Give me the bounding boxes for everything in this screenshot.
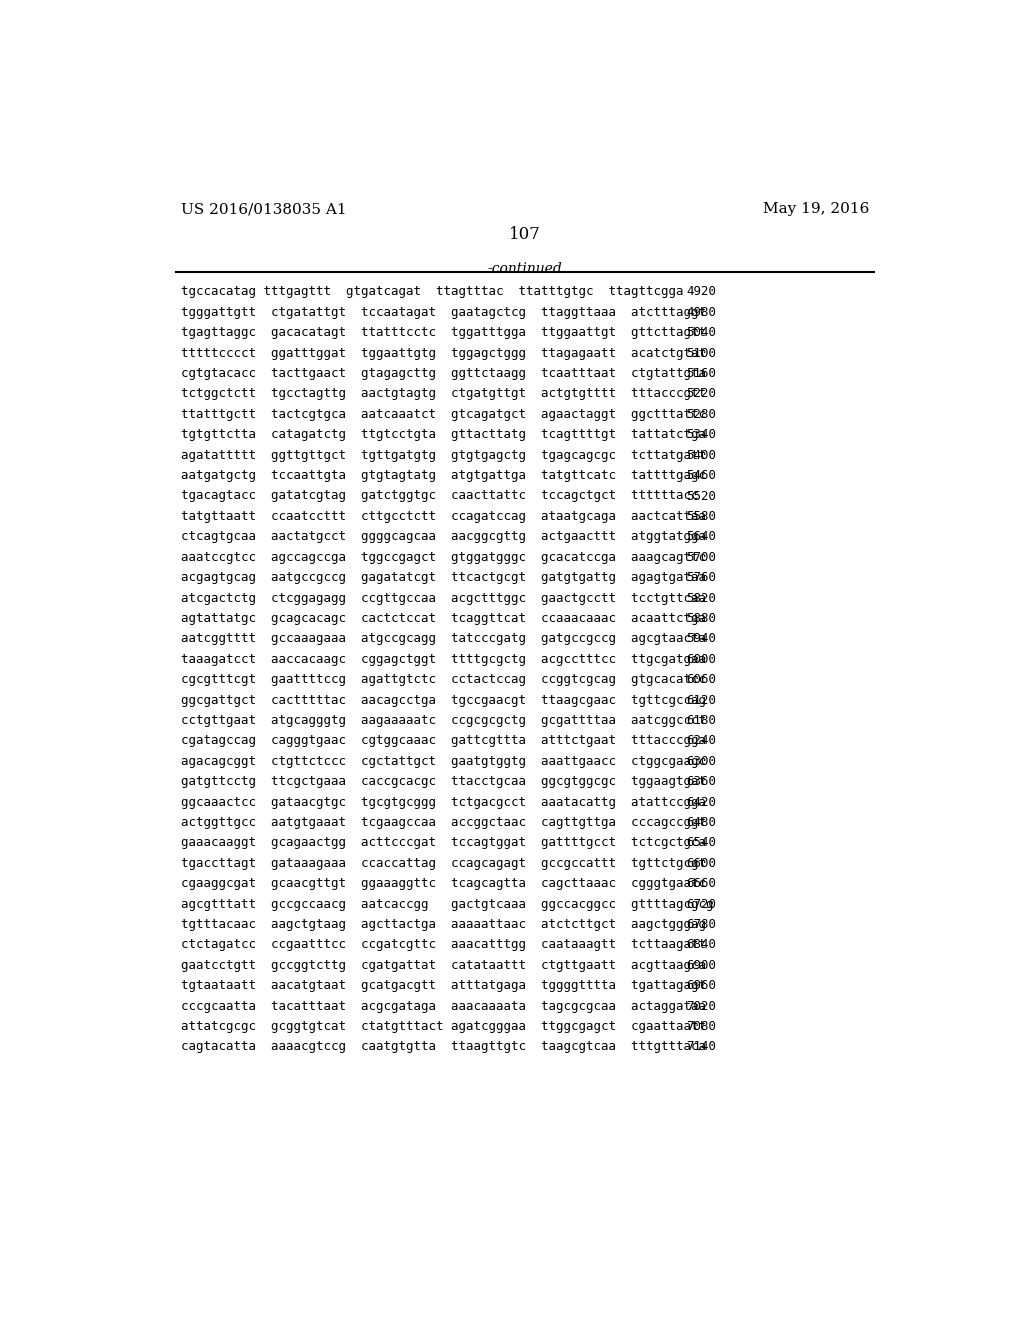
Text: 6720: 6720	[686, 898, 716, 911]
Text: ggcaaactcc  gataacgtgc  tgcgtgcggg  tctgacgcct  aaatacattg  atattccgga: ggcaaactcc gataacgtgc tgcgtgcggg tctgacg…	[180, 796, 706, 809]
Text: ggcgattgct  cactttttac  aacagcctga  tgccgaacgt  ttaagcgaac  tgttcgccag: ggcgattgct cactttttac aacagcctga tgccgaa…	[180, 693, 706, 706]
Text: gaatcctgtt  gccggtcttg  cgatgattat  catataattt  ctgttgaatt  acgttaagca: gaatcctgtt gccggtcttg cgatgattat catataa…	[180, 958, 706, 972]
Text: 6540: 6540	[686, 837, 716, 849]
Text: 6360: 6360	[686, 775, 716, 788]
Text: ttatttgctt  tactcgtgca  aatcaaatct  gtcagatgct  agaactaggt  ggctttattc: ttatttgctt tactcgtgca aatcaaatct gtcagat…	[180, 408, 706, 421]
Text: tctggctctt  tgcctagttg  aactgtagtg  ctgatgttgt  actgtgtttt  tttacccgtt: tctggctctt tgcctagttg aactgtagtg ctgatgt…	[180, 388, 706, 400]
Text: gaaacaaggt  gcagaactgg  acttcccgat  tccagtggat  gattttgcct  tctcgctgca: gaaacaaggt gcagaactgg acttcccgat tccagtg…	[180, 837, 706, 849]
Text: 107: 107	[509, 226, 541, 243]
Text: 5040: 5040	[686, 326, 716, 339]
Text: May 19, 2016: May 19, 2016	[763, 202, 869, 216]
Text: ctctagatcc  ccgaatttcc  ccgatcgttc  aaacatttgg  caataaagtt  tcttaagatt: ctctagatcc ccgaatttcc ccgatcgttc aaacatt…	[180, 939, 706, 952]
Text: 6900: 6900	[686, 958, 716, 972]
Text: tttttcccct  ggatttggat  tggaattgtg  tggagctggg  ttagagaatt  acatctgtat: tttttcccct ggatttggat tggaattgtg tggagct…	[180, 347, 706, 359]
Text: tgacagtacc  gatatcgtag  gatctggtgc  caacttattc  tccagctgct  ttttttacc: tgacagtacc gatatcgtag gatctggtgc caactta…	[180, 490, 698, 503]
Text: ctcagtgcaa  aactatgcct  ggggcagcaa  aacggcgttg  actgaacttt  atggtatgga: ctcagtgcaa aactatgcct ggggcagcaa aacggcg…	[180, 531, 706, 544]
Text: attatcgcgc  gcggtgtcat  ctatgtttact agatcgggaa  ttggcgagct  cgaattaatt: attatcgcgc gcggtgtcat ctatgtttact agatcg…	[180, 1020, 706, 1034]
Text: agacagcggt  ctgttctccc  cgctattgct  gaatgtggtg  aaattgaacc  ctggcgaagc: agacagcggt ctgttctccc cgctattgct gaatgtg…	[180, 755, 706, 768]
Text: cccgcaatta  tacatttaat  acgcgataga  aaacaaaata  tagcgcgcaa  actaggataa: cccgcaatta tacatttaat acgcgataga aaacaaa…	[180, 999, 706, 1012]
Text: gatgttcctg  ttcgctgaaa  caccgcacgc  ttacctgcaa  ggcgtggcgc  tggaagtgat: gatgttcctg ttcgctgaaa caccgcacgc ttacctg…	[180, 775, 706, 788]
Text: 5520: 5520	[686, 490, 716, 503]
Text: 5820: 5820	[686, 591, 716, 605]
Text: 6300: 6300	[686, 755, 716, 768]
Text: atcgactctg  ctcggagagg  ccgttgccaa  acgctttggc  gaactgcctt  tcctgttcaa: atcgactctg ctcggagagg ccgttgccaa acgcttt…	[180, 591, 706, 605]
Text: aatcggtttt  gccaaagaaa  atgccgcagg  tatcccgatg  gatgccgccg  agcgtaacta: aatcggtttt gccaaagaaa atgccgcagg tatcccg…	[180, 632, 706, 645]
Text: agcgtttatt  gccgccaacg  aatcaccgg   gactgtcaaa  ggccacggcc  gttttagcgcg: agcgtttatt gccgccaacg aatcaccgg gactgtca…	[180, 898, 713, 911]
Text: agatattttt  ggttgttgct  tgttgatgtg  gtgtgagctg  tgagcagcgc  tcttatgatt: agatattttt ggttgttgct tgttgatgtg gtgtgag…	[180, 449, 706, 462]
Text: 5580: 5580	[686, 510, 716, 523]
Text: cgtgtacacc  tacttgaact  gtagagcttg  ggttctaagg  tcaatttaat  ctgtattgta: cgtgtacacc tacttgaact gtagagcttg ggttcta…	[180, 367, 706, 380]
Text: tgggattgtt  ctgatattgt  tccaatagat  gaatagctcg  ttaggttaaa  atctttaggt: tgggattgtt ctgatattgt tccaatagat gaatagc…	[180, 306, 706, 319]
Text: 5640: 5640	[686, 531, 716, 544]
Text: 6480: 6480	[686, 816, 716, 829]
Text: tgaccttagt  gataaagaaa  ccaccattag  ccagcagagt  gccgccattt  tgttctgcgt: tgaccttagt gataaagaaa ccaccattag ccagcag…	[180, 857, 706, 870]
Text: tgtttacaac  aagctgtaag  agcttactga  aaaaattaac  atctcttgct  aagctgggag: tgtttacaac aagctgtaag agcttactga aaaaatt…	[180, 917, 706, 931]
Text: tatgttaatt  ccaatccttt  cttgcctctt  ccagatccag  ataatgcaga  aactcattaa: tatgttaatt ccaatccttt cttgcctctt ccagatc…	[180, 510, 706, 523]
Text: 5100: 5100	[686, 347, 716, 359]
Text: 5700: 5700	[686, 550, 716, 564]
Text: cagtacatta  aaaacgtccg  caatgtgtta  ttaagttgtc  taagcgtcaa  tttgtttaca: cagtacatta aaaacgtccg caatgtgtta ttaagtt…	[180, 1040, 706, 1053]
Text: 6780: 6780	[686, 917, 716, 931]
Text: tgagttaggc  gacacatagt  ttatttcctc  tggatttgga  ttggaattgt  gttcttagtt: tgagttaggc gacacatagt ttatttcctc tggattt…	[180, 326, 706, 339]
Text: taaagatcct  aaccacaagc  cggagctggt  ttttgcgctg  acgcctttcc  ttgcgatgaa: taaagatcct aaccacaagc cggagctggt ttttgcg…	[180, 653, 706, 665]
Text: tgtaataatt  aacatgtaat  gcatgacgtt  atttatgaga  tggggtttta  tgattagagt: tgtaataatt aacatgtaat gcatgacgtt atttatg…	[180, 979, 706, 993]
Text: tgccacatag tttgagttt  gtgatcagat  ttagtttac  ttatttgtgc  ttagttcgga: tgccacatag tttgagttt gtgatcagat ttagttta…	[180, 285, 683, 298]
Text: 4980: 4980	[686, 306, 716, 319]
Text: aatgatgctg  tccaattgta  gtgtagtatg  atgtgattga  tatgttcatc  tattttgagc: aatgatgctg tccaattgta gtgtagtatg atgtgat…	[180, 469, 706, 482]
Text: 5940: 5940	[686, 632, 716, 645]
Text: 6600: 6600	[686, 857, 716, 870]
Text: 6120: 6120	[686, 693, 716, 706]
Text: 6840: 6840	[686, 939, 716, 952]
Text: 6660: 6660	[686, 878, 716, 890]
Text: 5760: 5760	[686, 572, 716, 585]
Text: aaatccgtcc  agccagccga  tggccgagct  gtggatgggc  gcacatccga  aaagcagttc: aaatccgtcc agccagccga tggccgagct gtggatg…	[180, 550, 706, 564]
Text: 7140: 7140	[686, 1040, 716, 1053]
Text: cgatagccag  cagggtgaac  cgtggcaaac  gattcgttta  atttctgaat  tttacccgga: cgatagccag cagggtgaac cgtggcaaac gattcgt…	[180, 734, 706, 747]
Text: 5280: 5280	[686, 408, 716, 421]
Text: 6060: 6060	[686, 673, 716, 686]
Text: cgaaggcgat  gcaacgttgt  ggaaaggttc  tcagcagtta  cagcttaaac  cgggtgaatc: cgaaggcgat gcaacgttgt ggaaaggttc tcagcag…	[180, 878, 706, 890]
Text: tgtgttctta  catagatctg  ttgtcctgta  gttacttatg  tcagttttgt  tattatctga: tgtgttctta catagatctg ttgtcctgta gttactt…	[180, 428, 706, 441]
Text: 6000: 6000	[686, 653, 716, 665]
Text: 5340: 5340	[686, 428, 716, 441]
Text: 6960: 6960	[686, 979, 716, 993]
Text: 5880: 5880	[686, 612, 716, 624]
Text: acgagtgcag  aatgccgccg  gagatatcgt  ttcactgcgt  gatgtgattg  agagtgataa: acgagtgcag aatgccgccg gagatatcgt ttcactg…	[180, 572, 706, 585]
Text: 5160: 5160	[686, 367, 716, 380]
Text: -continued: -continued	[487, 263, 562, 276]
Text: 4920: 4920	[686, 285, 716, 298]
Text: 5400: 5400	[686, 449, 716, 462]
Text: 6420: 6420	[686, 796, 716, 809]
Text: 7080: 7080	[686, 1020, 716, 1034]
Text: 5220: 5220	[686, 388, 716, 400]
Text: US 2016/0138035 A1: US 2016/0138035 A1	[180, 202, 346, 216]
Text: cgcgtttcgt  gaattttccg  agattgtctc  cctactccag  ccggtcgcag  gtgcacatcc: cgcgtttcgt gaattttccg agattgtctc cctactc…	[180, 673, 706, 686]
Text: actggttgcc  aatgtgaaat  tcgaagccaa  accggctaac  cagttgttga  cccagccggt: actggttgcc aatgtgaaat tcgaagccaa accggct…	[180, 816, 706, 829]
Text: agtattatgc  gcagcacagc  cactctccat  tcaggttcat  ccaaacaaac  acaattctga: agtattatgc gcagcacagc cactctccat tcaggtt…	[180, 612, 706, 624]
Text: 5460: 5460	[686, 469, 716, 482]
Text: 6180: 6180	[686, 714, 716, 727]
Text: 7020: 7020	[686, 999, 716, 1012]
Text: 6240: 6240	[686, 734, 716, 747]
Text: cctgttgaat  atgcagggtg  aagaaaaatc  ccgcgcgctg  gcgattttaa  aatcggccct: cctgttgaat atgcagggtg aagaaaaatc ccgcgcg…	[180, 714, 706, 727]
